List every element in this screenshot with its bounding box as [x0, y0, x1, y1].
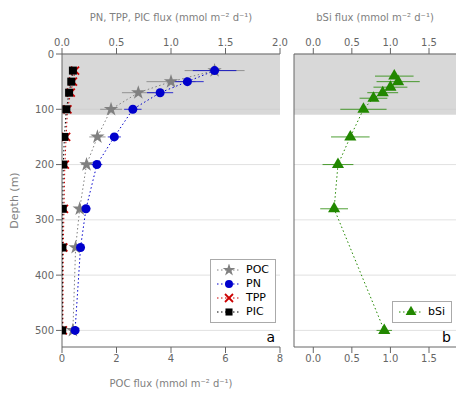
html-text:PN: PN: [246, 277, 261, 290]
svg-text:8: 8: [277, 353, 283, 364]
html-text:a: a: [266, 329, 275, 345]
svg-text:1.5: 1.5: [218, 37, 234, 48]
svg-text:200: 200: [35, 159, 54, 170]
svg-text:1.5: 1.5: [421, 37, 437, 48]
svg-text:Depth (m): Depth (m): [8, 172, 21, 228]
svg-text:1.0: 1.0: [382, 37, 398, 48]
svg-text:300: 300: [35, 214, 54, 225]
html-text:TPP: TPP: [246, 291, 266, 304]
svg-text:4: 4: [168, 353, 174, 364]
svg-text:0.0: 0.0: [305, 353, 321, 364]
svg-text:0.0: 0.0: [54, 37, 70, 48]
svg-text:0.5: 0.5: [344, 37, 360, 48]
svg-text:2: 2: [113, 353, 119, 364]
svg-text:2.0: 2.0: [272, 37, 288, 48]
svg-text:400: 400: [35, 270, 54, 281]
html-text:b: b: [442, 329, 451, 345]
svg-text:500: 500: [35, 325, 54, 336]
html-text:POC: POC: [246, 263, 269, 276]
svg-text:100: 100: [35, 104, 54, 115]
svg-text:1.0: 1.0: [163, 37, 179, 48]
svg-text:0: 0: [48, 49, 54, 60]
svg-text:0.5: 0.5: [109, 37, 125, 48]
svg-text:bSi flux (mmol m⁻² d⁻¹): bSi flux (mmol m⁻² d⁻¹): [316, 12, 434, 23]
svg-text:6: 6: [222, 353, 228, 364]
svg-text:PN, TPP, PIC flux (mmol m⁻² d⁻: PN, TPP, PIC flux (mmol m⁻² d⁻¹): [90, 12, 253, 23]
svg-text:0.5: 0.5: [344, 353, 360, 364]
svg-text:1.5: 1.5: [421, 353, 437, 364]
html-text:bSi: bSi: [428, 305, 445, 318]
svg-text:0.0: 0.0: [305, 37, 321, 48]
svg-text:POC flux (mmol m⁻² d⁻¹): POC flux (mmol m⁻² d⁻¹): [110, 378, 233, 389]
svg-text:0: 0: [59, 353, 65, 364]
svg-text:1.0: 1.0: [382, 353, 398, 364]
html-text:PIC: PIC: [246, 305, 264, 318]
